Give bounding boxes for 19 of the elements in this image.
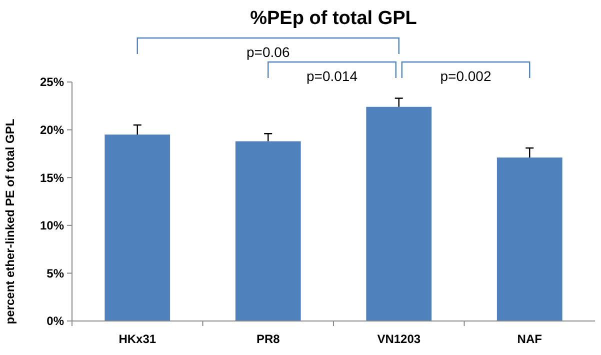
y-tick-label: 10% bbox=[40, 218, 64, 233]
x-tick-label: HKx31 bbox=[118, 332, 156, 346]
y-tick-label: 5% bbox=[46, 266, 64, 280]
bar bbox=[104, 134, 170, 321]
bar bbox=[366, 106, 432, 321]
chart-title: %PEp of total GPL bbox=[250, 8, 418, 29]
x-tick-label: NAF bbox=[517, 332, 542, 346]
y-tick-label: 15% bbox=[40, 170, 64, 185]
text: p=0.06 bbox=[246, 44, 290, 60]
y-tick-label: 0% bbox=[46, 314, 64, 328]
x-tick-label: PR8 bbox=[256, 332, 280, 346]
bar bbox=[235, 141, 301, 321]
annotation: p=0.002 bbox=[440, 68, 492, 84]
y-axis-title: percent ether-linked PE of total GPL bbox=[3, 118, 17, 324]
bar bbox=[496, 158, 562, 321]
y-tick-label: 25% bbox=[40, 75, 64, 90]
annotation: p=0.014 bbox=[306, 68, 358, 84]
x-tick-label: VN1203 bbox=[377, 332, 421, 346]
y-tick-label: 20% bbox=[40, 123, 64, 137]
